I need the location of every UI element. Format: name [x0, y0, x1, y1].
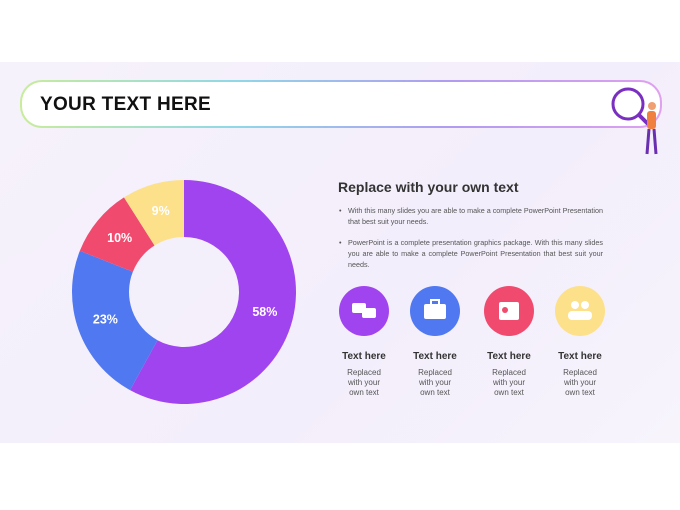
value-label: 23% [93, 313, 118, 327]
item-text: Replaced with your own text [418, 368, 452, 397]
item-text: Replaced with your own text [347, 368, 381, 397]
item-text: Replaced with your own text [563, 368, 597, 397]
item-title: Text here [487, 351, 531, 362]
donut-slice [123, 180, 184, 246]
item-title: Text here [558, 351, 602, 362]
item-text: Replaced with your own text [492, 368, 526, 397]
icons [339, 286, 605, 336]
value-label: 10% [107, 231, 132, 245]
bullet: With this many slides you are able to ma… [338, 205, 603, 227]
value-label: 58% [252, 305, 277, 319]
magnifier-figure [611, 87, 658, 155]
donut-slice [130, 180, 296, 404]
value-label: 9% [152, 204, 170, 218]
heading: Replace with your own text [338, 179, 519, 195]
slide-title: YOUR TEXT HERE [40, 94, 211, 115]
donut-slice [71, 250, 158, 391]
bullet: PowerPoint is a complete presentation gr… [338, 237, 603, 270]
donut-slice [79, 197, 155, 272]
title-box [20, 80, 662, 128]
item-title: Text here [342, 351, 386, 362]
item-title: Text here [413, 351, 457, 362]
